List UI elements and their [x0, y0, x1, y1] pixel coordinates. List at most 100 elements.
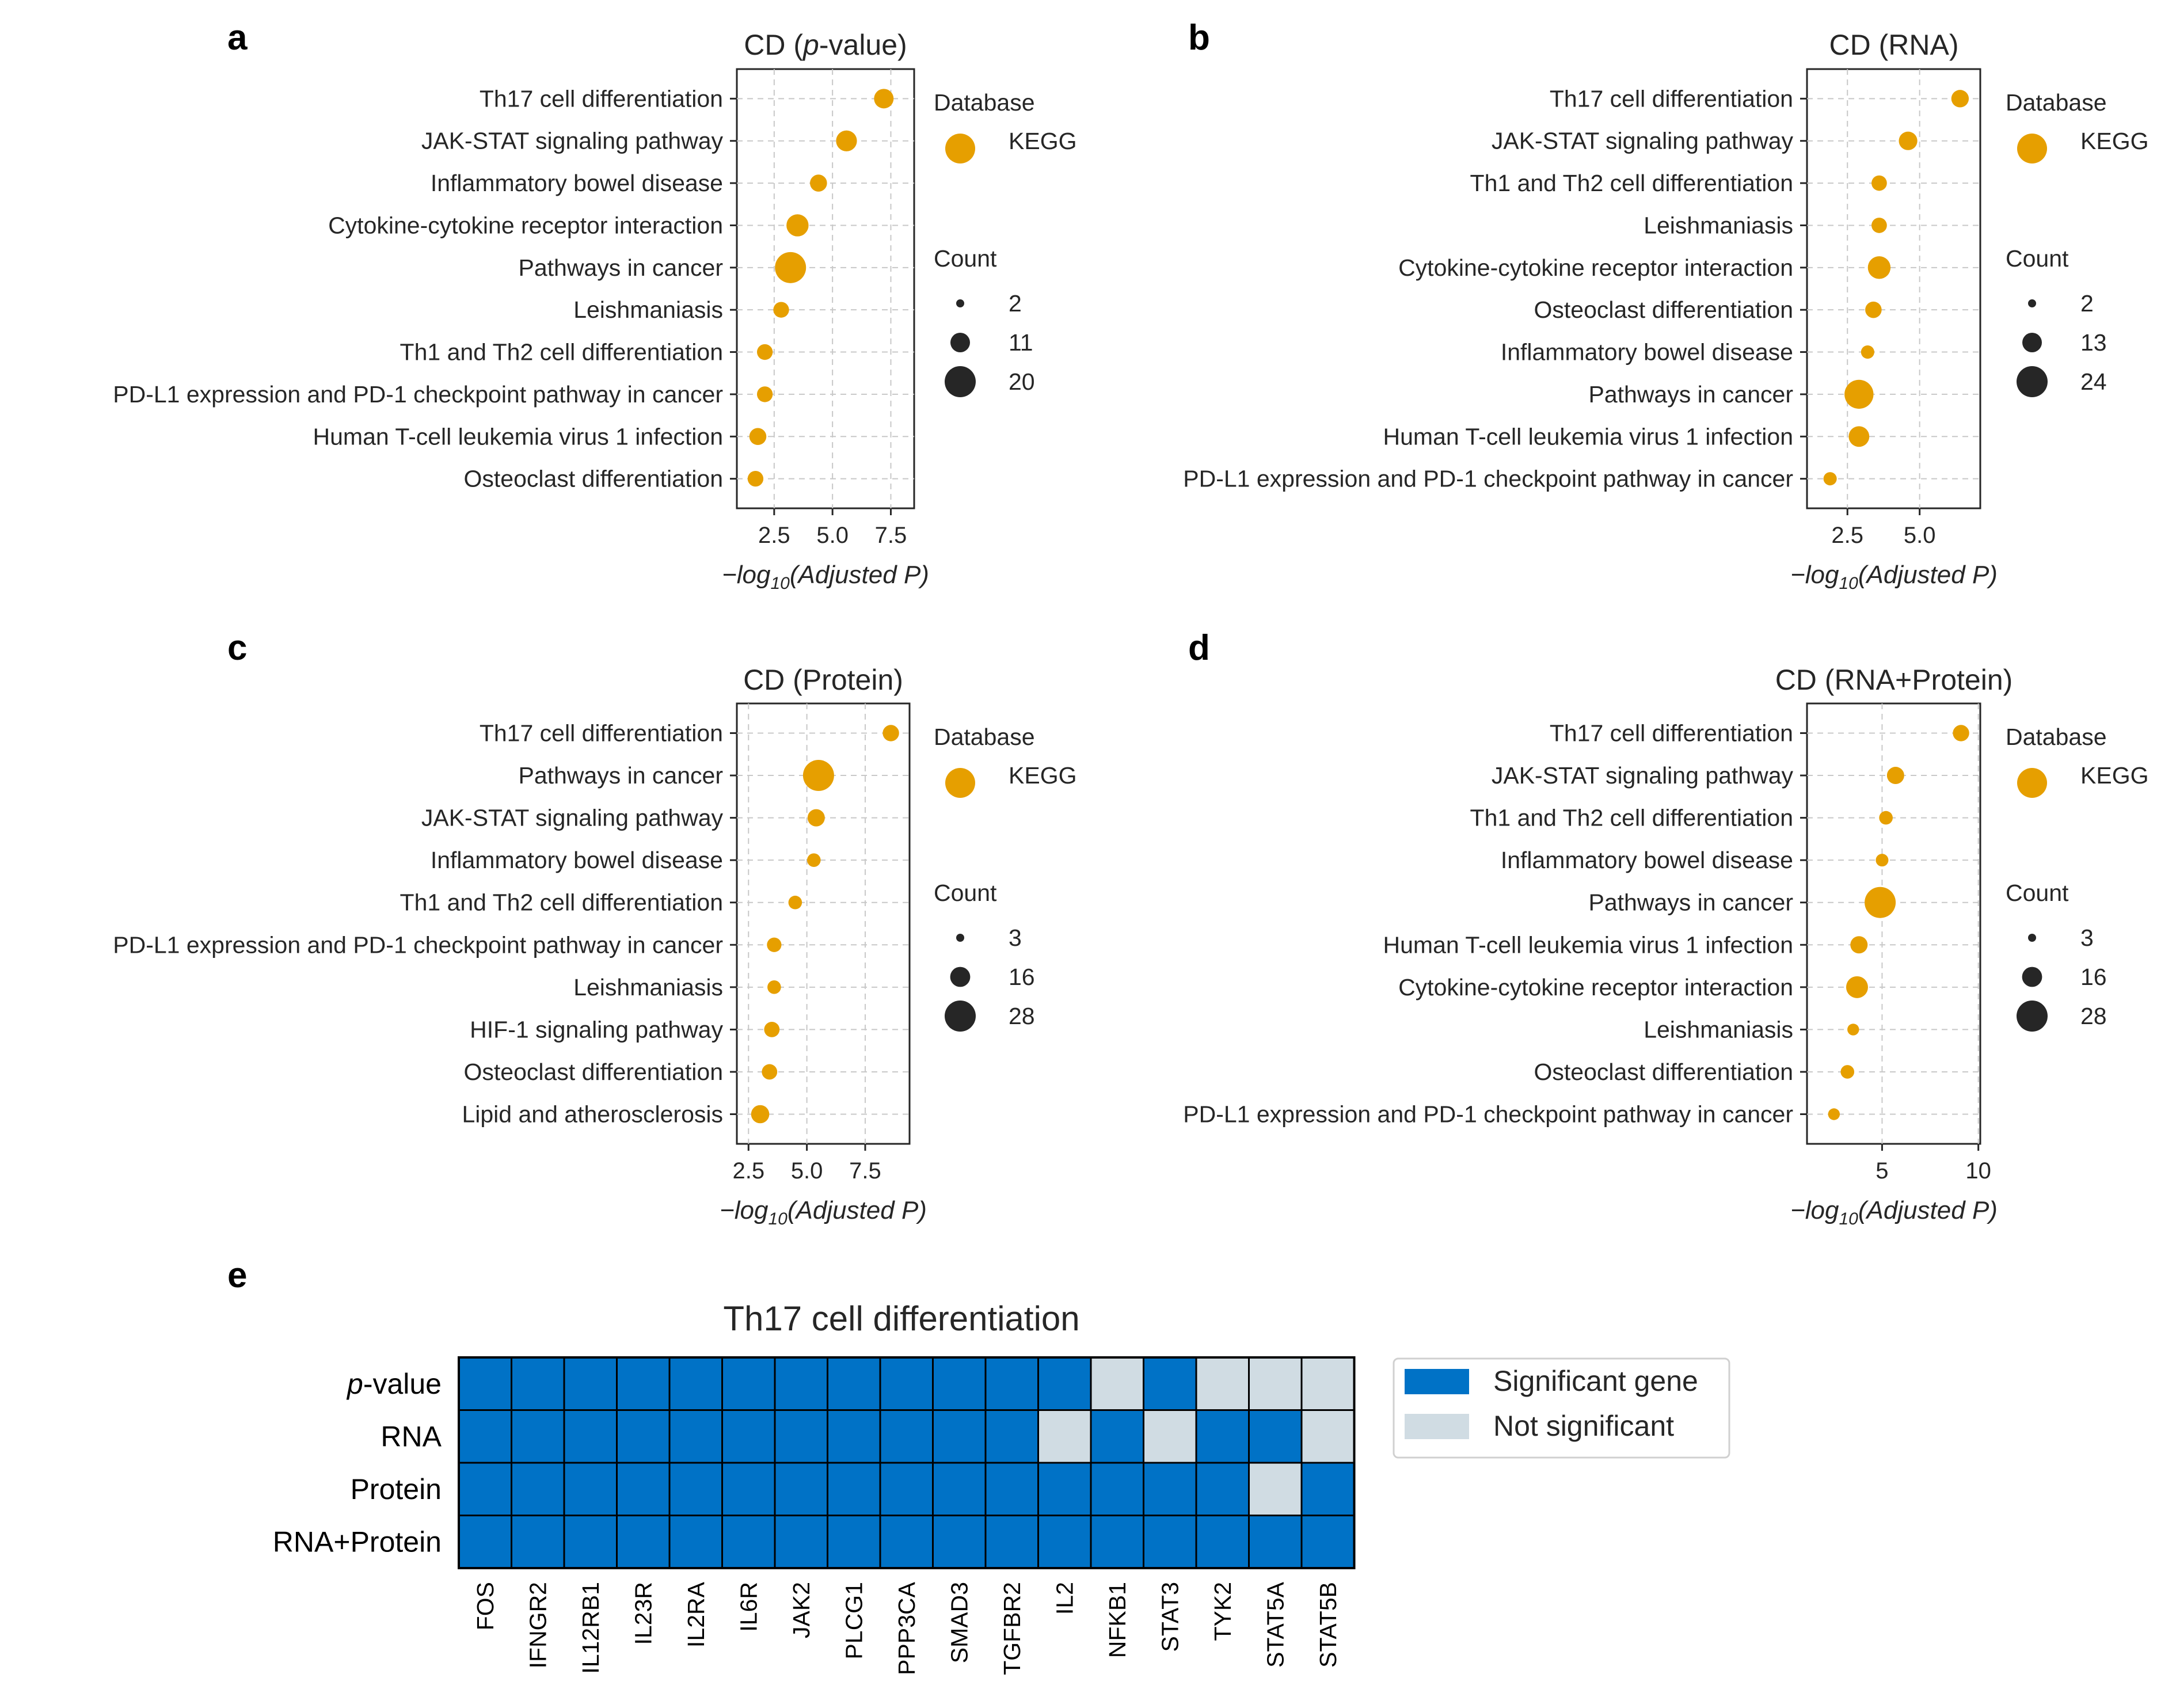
heatmap-cell: [879, 1462, 934, 1516]
heatmap-cell: [458, 1515, 512, 1569]
legend-database-label: KEGG: [1009, 762, 1076, 789]
x-tick-label: 7.5: [875, 523, 907, 548]
chart-panel-d: 5 10 Th17 cell differentiation JAK-STAT sig…: [1183, 664, 2148, 1228]
heatmap-cell: [563, 1356, 618, 1411]
legend-count-marker: [956, 934, 964, 942]
data-point: [1847, 1024, 1859, 1036]
heatmap-cell: [1143, 1356, 1197, 1411]
heatmap-cell: [1143, 1515, 1197, 1569]
x-tick-label: 5: [1876, 1158, 1888, 1184]
chart-title: CD (p-value): [744, 29, 907, 61]
heatmap-cell: [458, 1462, 512, 1516]
legend-database-title: Database: [934, 89, 1035, 116]
heatmap-cell: [458, 1356, 512, 1411]
data-point: [1848, 426, 1870, 447]
category-label: Leishmaniasis: [573, 974, 723, 1001]
heatmap-column-label: SMAD3: [946, 1582, 972, 1663]
category-label: Cytokine-cytokine receptor interaction: [1398, 254, 1793, 281]
axes-frame: [1806, 702, 1981, 1145]
legend-count-marker: [950, 333, 970, 352]
category-label: Osteoclast differentiation: [464, 1059, 724, 1085]
heatmap-row-label: RNA: [381, 1420, 442, 1452]
heatmap-legend-frame: [1393, 1357, 1730, 1459]
heatmap-cell: [511, 1515, 565, 1569]
data-point: [836, 130, 857, 151]
heatmap-cell: [511, 1409, 565, 1464]
data-point: [1850, 936, 1868, 954]
category-label: JAK-STAT signaling pathway: [421, 805, 724, 831]
category-label: Osteoclast differentiation: [464, 466, 724, 492]
heatmap-cell: [668, 1356, 723, 1411]
heatmap-cell: [616, 1462, 671, 1516]
legend-database-marker: [2017, 134, 2047, 163]
data-point: [1886, 767, 1904, 785]
heatmap-cell: [1248, 1356, 1303, 1411]
legend-count-label: 20: [1009, 368, 1035, 395]
legend-count-label: 3: [1009, 925, 1022, 951]
data-point: [1876, 854, 1889, 867]
data-point: [773, 302, 789, 318]
legend-count-title: Count: [934, 880, 997, 906]
heatmap-cell: [984, 1409, 1039, 1464]
legend-count-label: 3: [2080, 925, 2094, 951]
heatmap-cell: [1300, 1462, 1355, 1516]
heatmap-cell: [932, 1515, 987, 1569]
heatmap-legend-label: Significant gene: [1493, 1365, 1698, 1397]
heatmap-row-label: p-value: [346, 1368, 442, 1400]
heatmap-cell: [1090, 1356, 1144, 1411]
legend-count-marker: [2028, 299, 2036, 307]
category-label: Cytokine-cytokine receptor interaction: [328, 212, 723, 238]
data-point: [1953, 725, 1969, 741]
legend-count-label: 2: [1009, 290, 1022, 317]
legend-count-marker: [2017, 366, 2048, 397]
data-point: [882, 725, 899, 741]
heatmap-cell: [827, 1409, 881, 1464]
category-label: PD-L1 expression and PD-1 checkpoint pat…: [1183, 466, 1793, 492]
x-tick-label: 2.5: [1831, 523, 1863, 548]
heatmap-title: Th17 cell differentiation: [723, 1299, 1079, 1338]
category-label: Th17 cell differentiation: [480, 720, 723, 746]
legend-database-title: Database: [2006, 89, 2107, 116]
panel-letter-c: c: [227, 628, 247, 668]
heatmap-column-label: STAT3: [1157, 1582, 1183, 1652]
heatmap-cell: [827, 1356, 881, 1411]
x-tick-label: 5.0: [791, 1158, 823, 1184]
panel-letter-b: b: [1188, 18, 1210, 58]
heatmap-cell: [458, 1409, 512, 1464]
data-point: [756, 344, 773, 360]
heatmap-cell: [827, 1515, 881, 1569]
heatmap-row-label: Protein: [351, 1473, 442, 1505]
category-label: Th17 cell differentiation: [480, 85, 723, 112]
legend-count-label: 28: [2080, 1003, 2107, 1029]
data-point: [1846, 976, 1868, 998]
heatmap-legend-swatch: [1405, 1369, 1469, 1394]
x-tick-label: 10: [1965, 1158, 1991, 1184]
heatmap-cell: [1248, 1515, 1303, 1569]
heatmap-legend-label: Not significant: [1493, 1410, 1674, 1442]
legend-count-marker: [950, 967, 971, 987]
legend-database-title: Database: [934, 724, 1035, 750]
data-point: [874, 89, 894, 109]
chart-panel-a: 2.5 5.0 7.5 Th17 cell differentiation JAK-ST…: [113, 29, 1076, 593]
heatmap-column-label: IL2RA: [683, 1581, 709, 1648]
category-label: Leishmaniasis: [1644, 1016, 1793, 1043]
heatmap-cell: [932, 1356, 987, 1411]
heatmap-cell: [721, 1462, 776, 1516]
heatmap-cell: [1195, 1409, 1250, 1464]
category-label: Inflammatory bowel disease: [431, 170, 723, 196]
category-label: Leishmaniasis: [1644, 212, 1793, 238]
heatmap-panel-e: Th17 cell differentiation p-value RNA Prote…: [273, 1299, 1730, 1675]
legend-count-label: 24: [2080, 368, 2107, 395]
heatmap-cell: [668, 1462, 723, 1516]
heatmap-column-label: PPP3CA: [893, 1581, 920, 1675]
legend-database-label: KEGG: [2080, 762, 2148, 789]
heatmap-cell: [932, 1462, 987, 1516]
heatmap-cell: [774, 1409, 828, 1464]
data-point: [1861, 345, 1874, 359]
category-label: Leishmaniasis: [573, 296, 723, 323]
data-point: [1951, 90, 1969, 108]
heatmap-cell: [721, 1356, 776, 1411]
heatmap-cell: [1090, 1515, 1144, 1569]
heatmap-border: [458, 1356, 1356, 1569]
